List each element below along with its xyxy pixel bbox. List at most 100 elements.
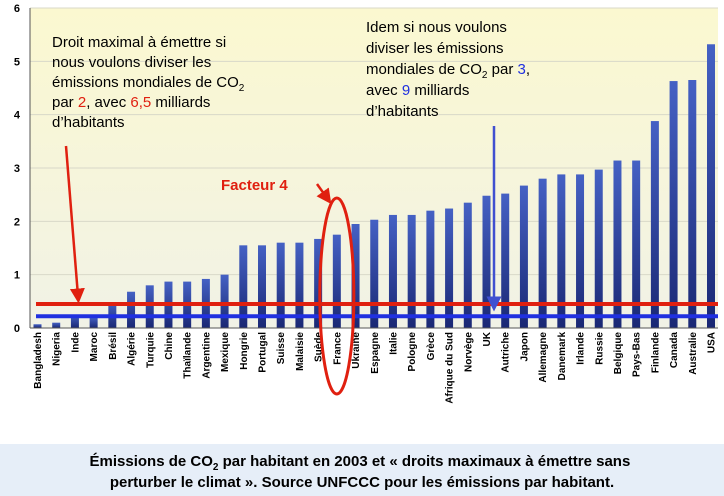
- bar-uk: [482, 195, 491, 328]
- x-label: Brésil: [108, 332, 119, 360]
- left-ann-num2: 2: [78, 94, 86, 111]
- x-label: Canada: [669, 332, 680, 369]
- left-ann-co2-sub: 2: [239, 83, 245, 94]
- bar-france: [332, 234, 341, 328]
- x-label: Autriche: [501, 332, 512, 373]
- y-tick-label: 6: [14, 3, 20, 15]
- bar-italie: [388, 214, 397, 328]
- x-label: Japon: [519, 332, 530, 361]
- x-label: France: [332, 332, 343, 365]
- bar-ukraine: [351, 224, 360, 328]
- y-tick-label: 2: [14, 216, 20, 228]
- bar-belgique: [613, 160, 622, 328]
- caption-co2-sub: 2: [213, 462, 219, 473]
- x-label: Grèce: [426, 332, 437, 361]
- caption-line1a: Émissions de CO: [90, 453, 214, 470]
- bar-pologne: [407, 214, 416, 328]
- y-tick-label: 1: [14, 270, 20, 282]
- x-label: Finlande: [650, 332, 661, 374]
- bar-japon: [519, 185, 528, 328]
- x-label: Australie: [688, 332, 699, 375]
- red-arrow: [64, 145, 85, 304]
- bar-maroc: [89, 317, 98, 328]
- left-ann-line4c: milliards: [151, 94, 210, 111]
- x-label: Algérie: [127, 332, 138, 366]
- right-ann-line1: Idem si nous voulons: [366, 19, 507, 36]
- facteur-arrow: [315, 183, 332, 205]
- x-label: Italie: [388, 332, 399, 355]
- y-tick-label: 5: [14, 56, 20, 68]
- bars: [33, 44, 715, 329]
- x-label: Thaïlande: [183, 332, 194, 379]
- x-label: UK: [482, 331, 493, 346]
- bar-gr-ce: [426, 210, 435, 328]
- x-label: Hongrie: [239, 332, 250, 370]
- y-tick-label: 0: [14, 323, 20, 335]
- left-ann-line4b: , avec: [86, 94, 130, 111]
- bar-portugal: [258, 245, 266, 328]
- left-ann-line2: nous voulons diviser les: [52, 54, 211, 71]
- y-axis-ticks: 0 1 2 3 4 5 6: [14, 3, 21, 335]
- bar-inde: [70, 314, 79, 328]
- x-label: USA: [707, 332, 718, 353]
- bar-bangladesh: [33, 324, 42, 328]
- right-ann-line2: diviser les émissions: [366, 40, 504, 57]
- bar-norv-ge: [463, 202, 472, 328]
- x-label: Chine: [164, 332, 175, 360]
- x-label: Malaisie: [295, 332, 306, 371]
- bar-nigeria: [52, 322, 61, 328]
- x-label: Mexique: [220, 332, 231, 372]
- right-ann-line4b: milliards: [410, 82, 469, 99]
- left-ann-line3: émissions mondiales de CO: [52, 74, 239, 91]
- caption-line2: perturber le climat ». Source UNFCCC pou…: [110, 474, 614, 491]
- bar-russie: [594, 169, 603, 328]
- right-ann-line5: d’habitants: [366, 103, 439, 120]
- bar-danemark: [557, 174, 566, 328]
- bar-canada: [669, 81, 678, 328]
- x-label: Allemagne: [538, 332, 549, 383]
- x-label: Ukraine: [351, 332, 362, 369]
- x-label: Belgique: [613, 332, 624, 375]
- right-ann-co2-sub: 2: [482, 70, 488, 81]
- bar-malaisie: [295, 242, 304, 328]
- bar-australie: [688, 80, 697, 328]
- caption: Émissions de CO2 par habitant en 2003 et…: [90, 453, 635, 491]
- y-tick-label: 4: [14, 110, 21, 122]
- left-ann-num65: 6,5: [130, 94, 151, 111]
- right-ann-num9: 9: [402, 82, 410, 99]
- caption-line1b: par habitant en 2003 et « droits maximau…: [218, 453, 630, 470]
- x-label: Norvège: [463, 332, 474, 372]
- x-label: Bangladesh: [33, 332, 44, 389]
- right-ann-line4a: avec: [366, 82, 402, 99]
- bar-pays-bas: [632, 160, 641, 328]
- right-ann-line3c: ,: [526, 61, 530, 78]
- right-ann-num3: 3: [517, 61, 525, 78]
- bar-autriche: [501, 193, 510, 328]
- reference-lines: [36, 302, 718, 319]
- caption-background: [0, 444, 724, 496]
- bar-suisse: [276, 242, 285, 328]
- france-highlight-ellipse: [318, 196, 356, 396]
- bar-afrique-du-sud: [445, 208, 454, 328]
- x-label: Espagne: [370, 332, 381, 374]
- x-label: Portugal: [258, 332, 269, 373]
- bar-turquie: [145, 285, 154, 328]
- bar-espagne: [370, 219, 379, 328]
- x-label: Argentine: [201, 332, 212, 379]
- right-ann-line3b: par: [487, 61, 517, 78]
- bar-alg-rie: [127, 291, 136, 328]
- x-label: Suède: [314, 332, 325, 362]
- left-annotation: Droit maximal à émettre si nous voulons …: [52, 34, 248, 131]
- bar-irlande: [576, 174, 585, 328]
- x-label: Afrique du Sud: [445, 332, 456, 404]
- x-axis-labels: Bangladesh Nigeria Inde Maroc Brésil Algérie T…: [33, 331, 718, 403]
- right-annotation: Idem si nous voulons diviser les émissio…: [366, 19, 534, 120]
- x-label: Russie: [594, 332, 605, 365]
- bar-mexique: [220, 274, 229, 328]
- x-label: Pays-Bas: [632, 332, 643, 377]
- left-ann-line1: Droit maximal à émettre si: [52, 34, 226, 51]
- x-label: Turquie: [145, 332, 156, 368]
- x-label: Inde: [70, 332, 81, 353]
